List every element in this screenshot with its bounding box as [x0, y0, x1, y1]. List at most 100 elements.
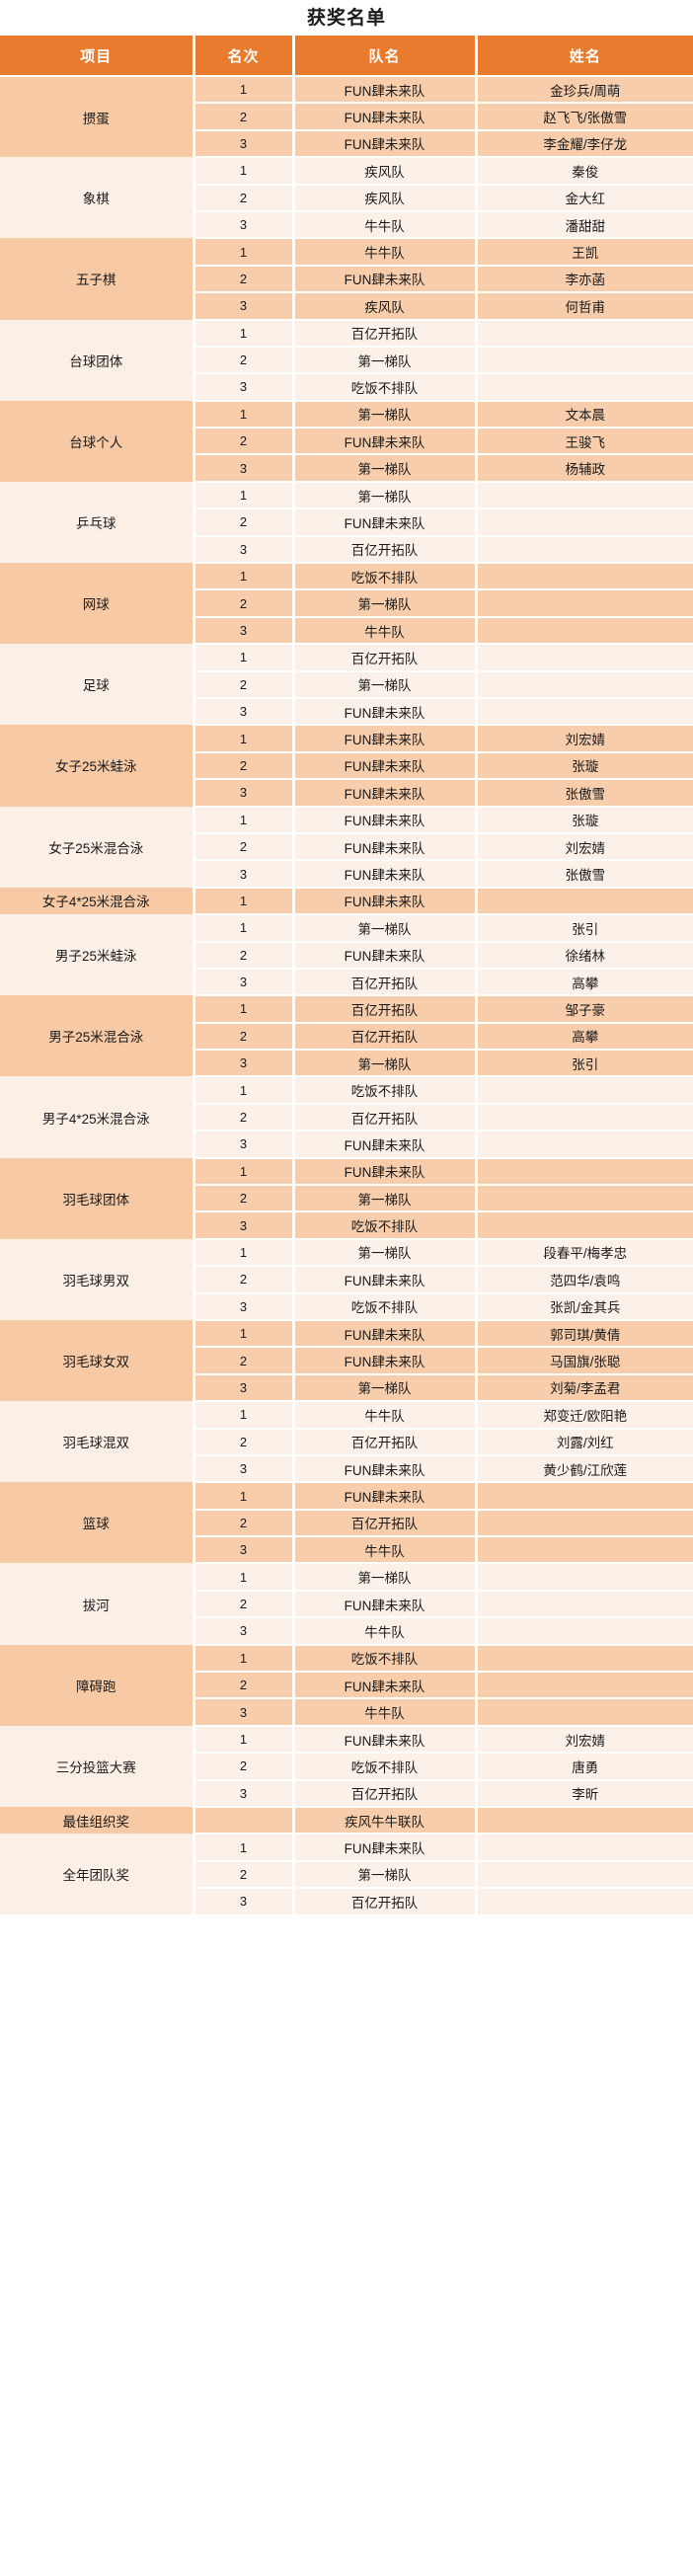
rank-cell: 1	[193, 1644, 295, 1674]
team-cell: 百亿开拓队	[293, 1888, 478, 1914]
team-cell: 百亿开拓队	[293, 1103, 478, 1132]
name-cell: 金珍兵/周萌	[476, 76, 693, 105]
name-cell	[476, 670, 693, 699]
team-cell: FUN肆未来队	[293, 860, 478, 889]
name-cell: 黄少鹤/江欣莲	[476, 1454, 693, 1484]
name-cell	[476, 1536, 693, 1565]
table-row: 2 第一梯队	[0, 346, 693, 375]
table-row: 3 百亿开拓队	[0, 1888, 693, 1914]
name-cell: 郑变迁/欧阳艳	[476, 1401, 693, 1430]
rank-cell: 3	[193, 697, 295, 727]
name-cell: 李昕	[476, 1779, 693, 1809]
team-cell: FUN肆未来队	[293, 1834, 478, 1862]
table-row: 2 第一梯队	[0, 1860, 693, 1890]
table-row: 三分投篮大赛 1 FUN肆未来队 刘宏婧	[0, 1725, 693, 1807]
event-cell: 羽毛球混双	[0, 1401, 195, 1483]
name-cell: 王骏飞	[476, 428, 693, 456]
name-cell: 刘宏婧	[476, 725, 693, 753]
name-cell	[476, 1103, 693, 1132]
event-cell: 乒乓球	[0, 481, 195, 564]
event-cell: 足球	[0, 644, 195, 726]
name-cell	[476, 508, 693, 537]
rank-cell: 2	[193, 508, 295, 537]
event-cell: 女子25米混合泳	[0, 806, 195, 888]
name-cell: 马国旗/张聪	[476, 1347, 693, 1375]
table-row: 羽毛球男双 1 第一梯队 段春平/梅孝忠	[0, 1238, 693, 1320]
name-cell	[476, 1672, 693, 1700]
column-header-name: 姓名	[476, 36, 693, 77]
name-cell: 李亦菡	[476, 265, 693, 294]
team-cell: 第一梯队	[293, 1373, 478, 1403]
rank-cell: 2	[193, 670, 295, 699]
table-row: 3 牛牛队	[0, 1617, 693, 1646]
team-cell: FUN肆未来队	[293, 129, 478, 159]
rank-cell: 1	[193, 1076, 295, 1105]
team-cell: 吃饭不排队	[293, 1211, 478, 1240]
table-row: 2 FUN肆未来队 徐绪林	[0, 941, 693, 970]
team-cell: 第一梯队	[293, 400, 478, 429]
event-cell: 台球团体	[0, 319, 195, 401]
team-cell: 第一梯队	[293, 1563, 478, 1592]
name-cell	[476, 589, 693, 618]
rank-cell: 3	[193, 860, 295, 889]
name-cell: 郭司琪/黄倩	[476, 1319, 693, 1349]
team-cell: 百亿开拓队	[293, 995, 478, 1024]
name-cell	[476, 1617, 693, 1646]
table-row: 3 FUN肆未来队	[0, 697, 693, 727]
name-cell	[476, 481, 693, 510]
name-cell	[476, 1698, 693, 1727]
award-table: 项目 名次 队名 姓名 掼蛋 1 FUN肆未来队 金珍兵/周萌 2 FUN肆未来队 赵飞飞/…	[0, 36, 693, 1914]
name-cell	[476, 1590, 693, 1619]
name-cell: 张凯/金其兵	[476, 1292, 693, 1321]
award-list-page: 获奖名单 项目 名次 队名 姓名 掼蛋 1 FUN肆未来队 金珍兵/周萌 2 FUN肆未来…	[0, 0, 693, 1914]
table-row: 2 FUN肆未来队	[0, 1672, 693, 1700]
team-cell: FUN肆未来队	[293, 1347, 478, 1375]
team-cell: FUN肆未来队	[293, 76, 478, 105]
rank-cell: 3	[193, 292, 295, 321]
rank-cell: 3	[193, 129, 295, 159]
table-row: 网球 1 吃饭不排队	[0, 563, 693, 645]
name-cell: 张璇	[476, 751, 693, 781]
table-row: 3 吃饭不排队 张凯/金其兵	[0, 1292, 693, 1321]
name-cell	[476, 1076, 693, 1105]
event-cell: 男子25米混合泳	[0, 995, 195, 1077]
name-cell	[476, 1563, 693, 1592]
name-cell: 金大红	[476, 184, 693, 212]
page-title-bar: 获奖名单	[0, 0, 693, 36]
table-row: 2 FUN肆未来队 范四华/袁鸣	[0, 1266, 693, 1294]
team-cell: 牛牛队	[293, 238, 478, 267]
table-row: 象棋 1 疾风队 秦俊	[0, 157, 693, 239]
team-cell: 牛牛队	[293, 1698, 478, 1727]
table-row: 2 FUN肆未来队 李亦菡	[0, 265, 693, 294]
team-cell: FUN肆未来队	[293, 1482, 478, 1511]
rank-cell: 1	[193, 1482, 295, 1511]
rank-cell: 2	[193, 1347, 295, 1375]
team-cell: 第一梯队	[293, 914, 478, 943]
team-cell: 第一梯队	[293, 481, 478, 510]
rank-cell: 1	[193, 563, 295, 591]
team-cell: FUN肆未来队	[293, 508, 478, 537]
rank-cell: 1	[193, 914, 295, 943]
table-row: 女子25米混合泳 1 FUN肆未来队 张璇	[0, 806, 693, 888]
team-cell: 第一梯队	[293, 1050, 478, 1078]
table-row: 羽毛球混双 1 牛牛队 郑变迁/欧阳艳	[0, 1401, 693, 1483]
rank-cell: 2	[193, 428, 295, 456]
rank-cell: 2	[193, 265, 295, 294]
rank-cell: 3	[193, 1779, 295, 1809]
rank-cell: 2	[193, 103, 295, 131]
table-row: 3 百亿开拓队 李昕	[0, 1779, 693, 1809]
table-row: 2 FUN肆未来队 马国旗/张聪	[0, 1347, 693, 1375]
table-row: 2 百亿开拓队	[0, 1509, 693, 1538]
name-cell	[476, 1644, 693, 1674]
rank-cell: 3	[193, 535, 295, 565]
name-cell: 范四华/袁鸣	[476, 1266, 693, 1294]
table-row: 3 第一梯队 刘菊/李孟君	[0, 1373, 693, 1403]
table-row: 2 百亿开拓队 刘露/刘红	[0, 1428, 693, 1456]
rank-cell: 2	[193, 1103, 295, 1132]
name-cell: 刘宏婧	[476, 1725, 693, 1755]
name-cell: 高攀	[476, 968, 693, 997]
rank-cell: 2	[193, 1266, 295, 1294]
team-cell: FUN肆未来队	[293, 751, 478, 781]
rank-cell: 2	[193, 941, 295, 970]
team-cell: FUN肆未来队	[293, 1319, 478, 1349]
